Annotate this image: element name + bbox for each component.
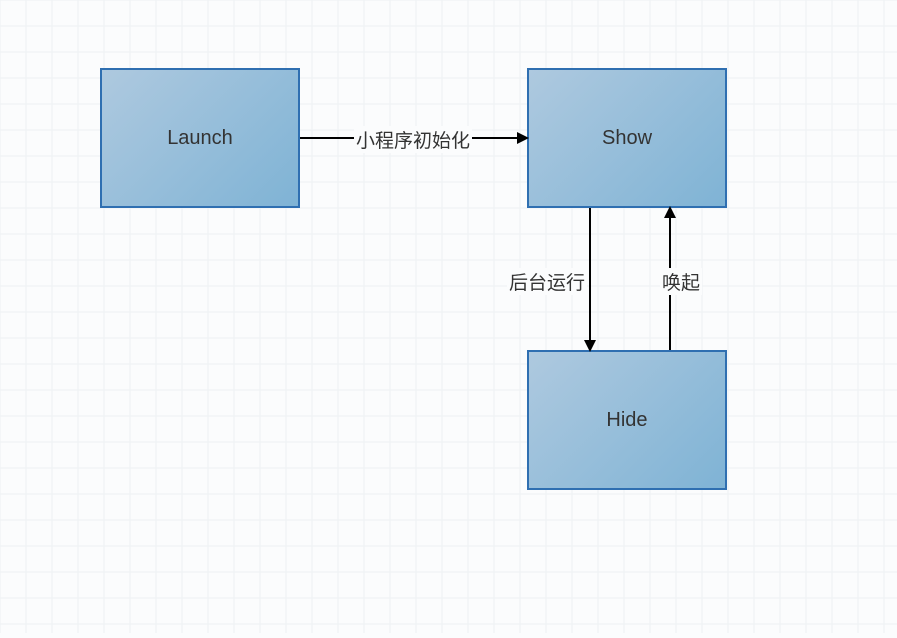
node-show: Show — [527, 68, 727, 208]
node-launch-label: Launch — [167, 127, 233, 150]
node-show-label: Show — [602, 127, 652, 150]
flowchart-diagram: Launch Show Hide 小程序初始化 后台运行 唤起 — [0, 0, 897, 633]
node-hide: Hide — [527, 350, 727, 490]
edge-label-background: 后台运行 — [507, 268, 587, 295]
node-hide-label: Hide — [606, 409, 647, 432]
node-launch: Launch — [100, 68, 300, 208]
edge-label-init: 小程序初始化 — [354, 126, 472, 153]
edge-label-wakeup: 唤起 — [660, 268, 702, 295]
